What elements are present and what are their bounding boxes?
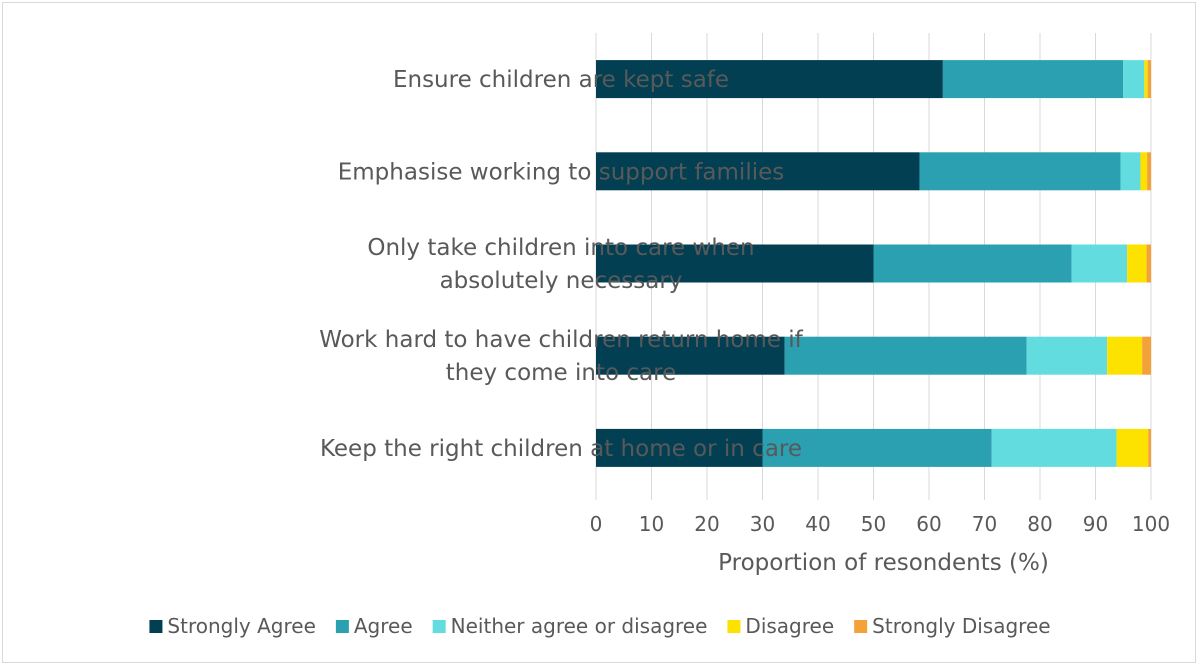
legend-item: Strongly Agree	[149, 614, 316, 638]
legend-label: Agree	[354, 614, 413, 638]
bar-segment	[1107, 336, 1143, 375]
bar-segment	[596, 244, 874, 283]
stacked-bar-chart: Ensure children are kept safe Emphasise w…	[149, 33, 1170, 638]
bar-segment	[596, 60, 943, 99]
x-tick-label: 100	[1132, 512, 1170, 536]
legend-swatch	[335, 620, 349, 633]
category-label: Keep the right children at home or in ca…	[320, 436, 802, 462]
bar-segment	[1148, 428, 1151, 467]
x-tick-label: 80	[1027, 512, 1052, 536]
category-label: Ensure children are kept safe	[393, 67, 729, 93]
legend-item: Disagree	[727, 614, 834, 638]
bar-segment	[1026, 336, 1108, 375]
bar-segment	[1144, 60, 1148, 99]
bar-segment	[784, 336, 1027, 375]
bar-segment	[1147, 60, 1151, 99]
x-tick-label: 0	[590, 512, 603, 536]
bar-segment	[1127, 244, 1147, 283]
bar-segment	[991, 428, 1117, 467]
bar-segment	[596, 152, 920, 191]
legend-label: Neither agree or disagree	[451, 614, 708, 638]
legend-item: Agree	[335, 614, 413, 638]
bars	[596, 60, 1151, 467]
bar-segment	[942, 60, 1124, 99]
x-tick-label: 20	[694, 512, 719, 536]
bar-segment	[1123, 60, 1145, 99]
legend-label: Strongly Disagree	[872, 614, 1050, 638]
legend-swatch	[149, 620, 163, 633]
legend-swatch	[727, 620, 741, 633]
x-tick-label: 90	[1083, 512, 1108, 536]
category-label: they come into care	[446, 360, 676, 386]
category-label: Only take children into care when	[367, 235, 754, 261]
bar-segment	[1146, 244, 1151, 283]
category-label: Emphasise working to support families	[338, 159, 784, 185]
legend-item: Neither agree or disagree	[432, 614, 708, 638]
bar-segment	[1120, 152, 1141, 191]
bar-segment	[1140, 152, 1148, 191]
x-tick-label: 40	[805, 512, 830, 536]
bar-segment	[762, 428, 992, 467]
x-tick-label: 60	[916, 512, 941, 536]
legend-swatch	[432, 620, 446, 633]
x-axis-title: Proportion of resondents (%)	[718, 550, 1049, 576]
bar-segment	[596, 428, 763, 467]
bar-segment	[1116, 428, 1149, 467]
category-label: Work hard to have children return home i…	[319, 327, 803, 353]
bar-segment	[1147, 152, 1151, 191]
category-labels: Ensure children are kept safe Emphasise w…	[319, 67, 803, 462]
legend-swatch	[854, 620, 868, 633]
x-tick-labels: 0 10 20 30 40 50 60 70 80 90 100	[590, 512, 1170, 536]
x-tick-label: 50	[861, 512, 886, 536]
bar-segment	[873, 244, 1072, 283]
legend-label: Strongly Agree	[167, 614, 315, 638]
bar-segment	[1142, 336, 1151, 375]
legend-label: Disagree	[745, 614, 834, 638]
legend: Strongly Agree Agree Neither agree or disa…	[149, 614, 1051, 638]
x-tick-label: 70	[972, 512, 997, 536]
category-label: absolutely necessary	[440, 268, 683, 294]
x-tick-label: 10	[639, 512, 664, 536]
bar-segment	[919, 152, 1121, 191]
legend-item: Strongly Disagree	[854, 614, 1051, 638]
x-tick-label: 30	[750, 512, 775, 536]
bar-segment	[596, 336, 785, 375]
bar-segment	[1071, 244, 1128, 283]
